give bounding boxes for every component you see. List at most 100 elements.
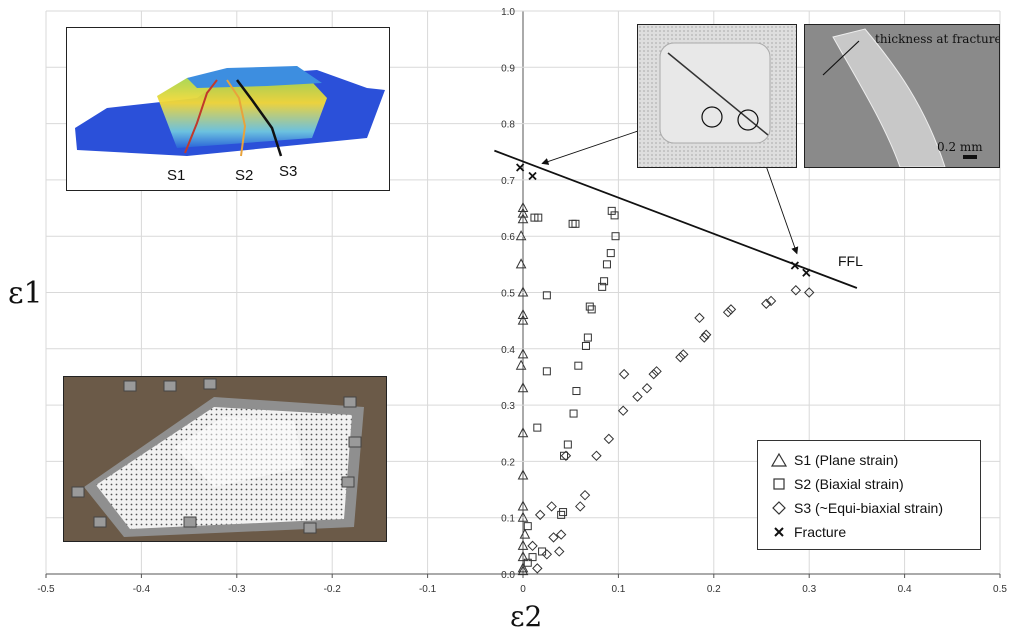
s3-point xyxy=(678,349,689,360)
s3-point xyxy=(722,306,734,318)
s2-point xyxy=(585,302,594,311)
legend-label-s3: S3 (~Equi-biaxial strain) xyxy=(794,500,944,516)
s2-point xyxy=(569,409,578,418)
legend-item-s1: S1 (Plane strain) xyxy=(770,449,898,471)
x-tick-label: -0.2 xyxy=(324,584,342,595)
s3-point xyxy=(541,549,553,560)
s3-point xyxy=(575,501,586,512)
s1-point xyxy=(517,500,529,511)
x-tick-label: -0.5 xyxy=(37,584,55,595)
s3-label: S3 xyxy=(279,163,297,180)
s2-point xyxy=(581,341,590,350)
s3-point xyxy=(527,540,538,552)
thickness-micrograph: thickness at fracture 0.2 mm xyxy=(804,24,1000,168)
s1-point xyxy=(517,427,529,438)
s3-point xyxy=(761,298,772,309)
s1-point xyxy=(515,258,527,269)
s1-point xyxy=(517,511,529,522)
y-tick-label: 0.5 xyxy=(501,289,515,300)
x-tick-label: 0.5 xyxy=(993,584,1007,595)
x-axis-label: ε2 xyxy=(510,600,543,633)
s1-point xyxy=(517,286,529,297)
s1-point xyxy=(515,359,527,370)
scale-bar-label: 0.2 mm xyxy=(937,140,983,154)
y-tick-label: 0.1 xyxy=(501,514,515,525)
s2-point xyxy=(563,440,572,449)
s1-point xyxy=(517,562,529,573)
s3-point xyxy=(546,501,557,512)
y-tick-label: 0.3 xyxy=(501,401,515,412)
simulation-drawing: S1 S2 S3 xyxy=(75,66,385,184)
s3-point xyxy=(555,529,567,540)
s3-point xyxy=(554,546,565,557)
s1-point xyxy=(517,382,529,393)
s1-point xyxy=(517,314,529,325)
s2-point xyxy=(572,387,581,396)
y-tick-label: 0.6 xyxy=(501,232,515,243)
s2-point xyxy=(598,282,607,291)
diamond-marker-icon xyxy=(772,501,786,515)
s3-point xyxy=(725,304,737,315)
legend-item-s2: S2 (Biaxial strain) xyxy=(770,473,904,495)
specimen-drawing xyxy=(64,377,386,541)
s2-point xyxy=(523,558,532,567)
s1-point xyxy=(517,201,529,213)
s2-label: S2 xyxy=(235,167,253,184)
s1-point xyxy=(515,230,527,241)
s3-point xyxy=(560,450,572,461)
fracture-point xyxy=(516,163,525,172)
s3-point xyxy=(617,405,629,416)
fracture-closeup-photo xyxy=(637,24,797,168)
s3-point xyxy=(603,433,615,445)
s2-point xyxy=(571,219,580,228)
s3-point xyxy=(694,312,705,324)
s3-point xyxy=(765,295,777,307)
s2-point xyxy=(583,333,592,342)
s3-point xyxy=(641,383,653,394)
s2-point xyxy=(568,219,577,228)
ffl-line-path xyxy=(494,149,858,289)
s3-point xyxy=(651,366,662,377)
s2-point xyxy=(610,211,619,220)
s3-point xyxy=(675,352,686,363)
fracture-point xyxy=(802,268,811,277)
s2-point xyxy=(602,260,611,269)
legend: S1 (Plane strain) S2 (Biaxial strain) S3… xyxy=(757,440,981,550)
y-tick-label: 0.4 xyxy=(501,345,515,356)
fracture-closeup-drawing xyxy=(638,25,796,167)
s3-point xyxy=(790,285,802,296)
triangle-marker-icon xyxy=(770,452,788,467)
s2-point xyxy=(557,510,566,519)
x-tick-label: 0.4 xyxy=(898,584,912,595)
s2-point xyxy=(606,249,615,258)
s2-point xyxy=(533,423,542,432)
ffl-line xyxy=(494,149,858,289)
y-tick-label: 0.7 xyxy=(501,176,515,187)
legend-item-fracture: Fracture xyxy=(770,521,846,543)
x-tick-label: 0.1 xyxy=(611,584,625,595)
y-axis-label: ε1 xyxy=(8,276,43,311)
s1-point xyxy=(517,539,529,550)
s3-point xyxy=(618,368,630,380)
s1-point xyxy=(517,213,529,224)
s2-point xyxy=(528,553,537,562)
square-marker-icon xyxy=(773,478,785,490)
s3-point xyxy=(699,332,710,343)
s1-point xyxy=(519,528,531,539)
s2-point xyxy=(611,232,620,241)
x-tick-label: 0.3 xyxy=(802,584,816,595)
s1-point xyxy=(517,565,529,576)
s3-point xyxy=(579,489,591,501)
legend-label-s1: S1 (Plane strain) xyxy=(794,452,899,468)
simulation-inset-image: S1 S2 S3 xyxy=(66,27,390,191)
s2-point xyxy=(560,451,569,460)
y-tick-label: 0.8 xyxy=(501,120,515,131)
legend-label-s2: S2 (Biaxial strain) xyxy=(794,476,904,492)
y-tick-label: 1.0 xyxy=(501,7,515,18)
legend-label-fracture: Fracture xyxy=(794,524,847,540)
s3-point xyxy=(648,368,659,380)
s3-point xyxy=(534,509,546,521)
s2-point xyxy=(523,522,532,531)
s2-point xyxy=(542,291,551,300)
s3-point xyxy=(548,532,559,543)
